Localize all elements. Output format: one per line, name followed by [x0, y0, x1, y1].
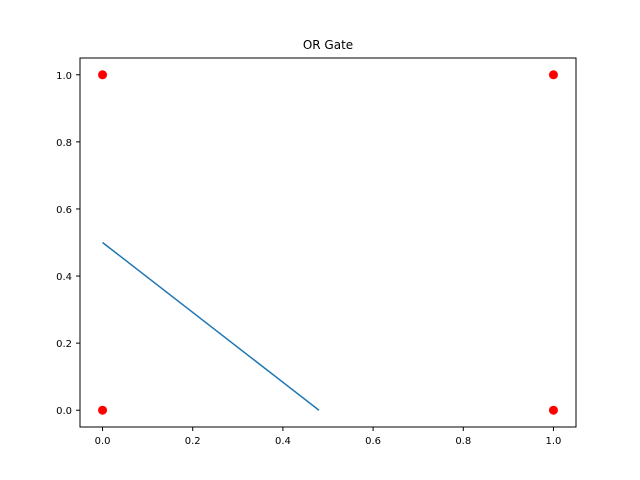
x-tick-label-5: 1.0	[546, 436, 562, 447]
chart-title: OR Gate	[303, 38, 353, 52]
y-tick-label-3: 0.6	[56, 205, 72, 216]
x-tick-label-3: 0.6	[365, 436, 381, 447]
x-tick-label-0: 0.0	[95, 436, 111, 447]
y-tick-label-5: 1.0	[56, 71, 72, 82]
y-tick-label-0: 0.0	[56, 406, 72, 417]
plot-area: 0.0 0.2 0.4 0.6 0.8 1.0 0.0 0.2 0.4 0.6 0.8 1.0	[56, 57, 577, 447]
axes-frame	[79, 57, 577, 428]
decision-boundary-line	[102, 241, 320, 411]
x-tick-label-1: 0.2	[185, 436, 201, 447]
y-tick-label-1: 0.2	[56, 339, 72, 350]
data-point-0	[98, 405, 108, 415]
y-tick-label-4: 0.8	[56, 138, 72, 149]
data-point-2	[548, 405, 558, 415]
x-tick-label-2: 0.4	[275, 436, 291, 447]
data-point-3	[548, 70, 558, 80]
data-point-1	[98, 70, 108, 80]
x-tick-label-4: 0.8	[455, 436, 471, 447]
y-tick-label-2: 0.4	[56, 272, 72, 283]
